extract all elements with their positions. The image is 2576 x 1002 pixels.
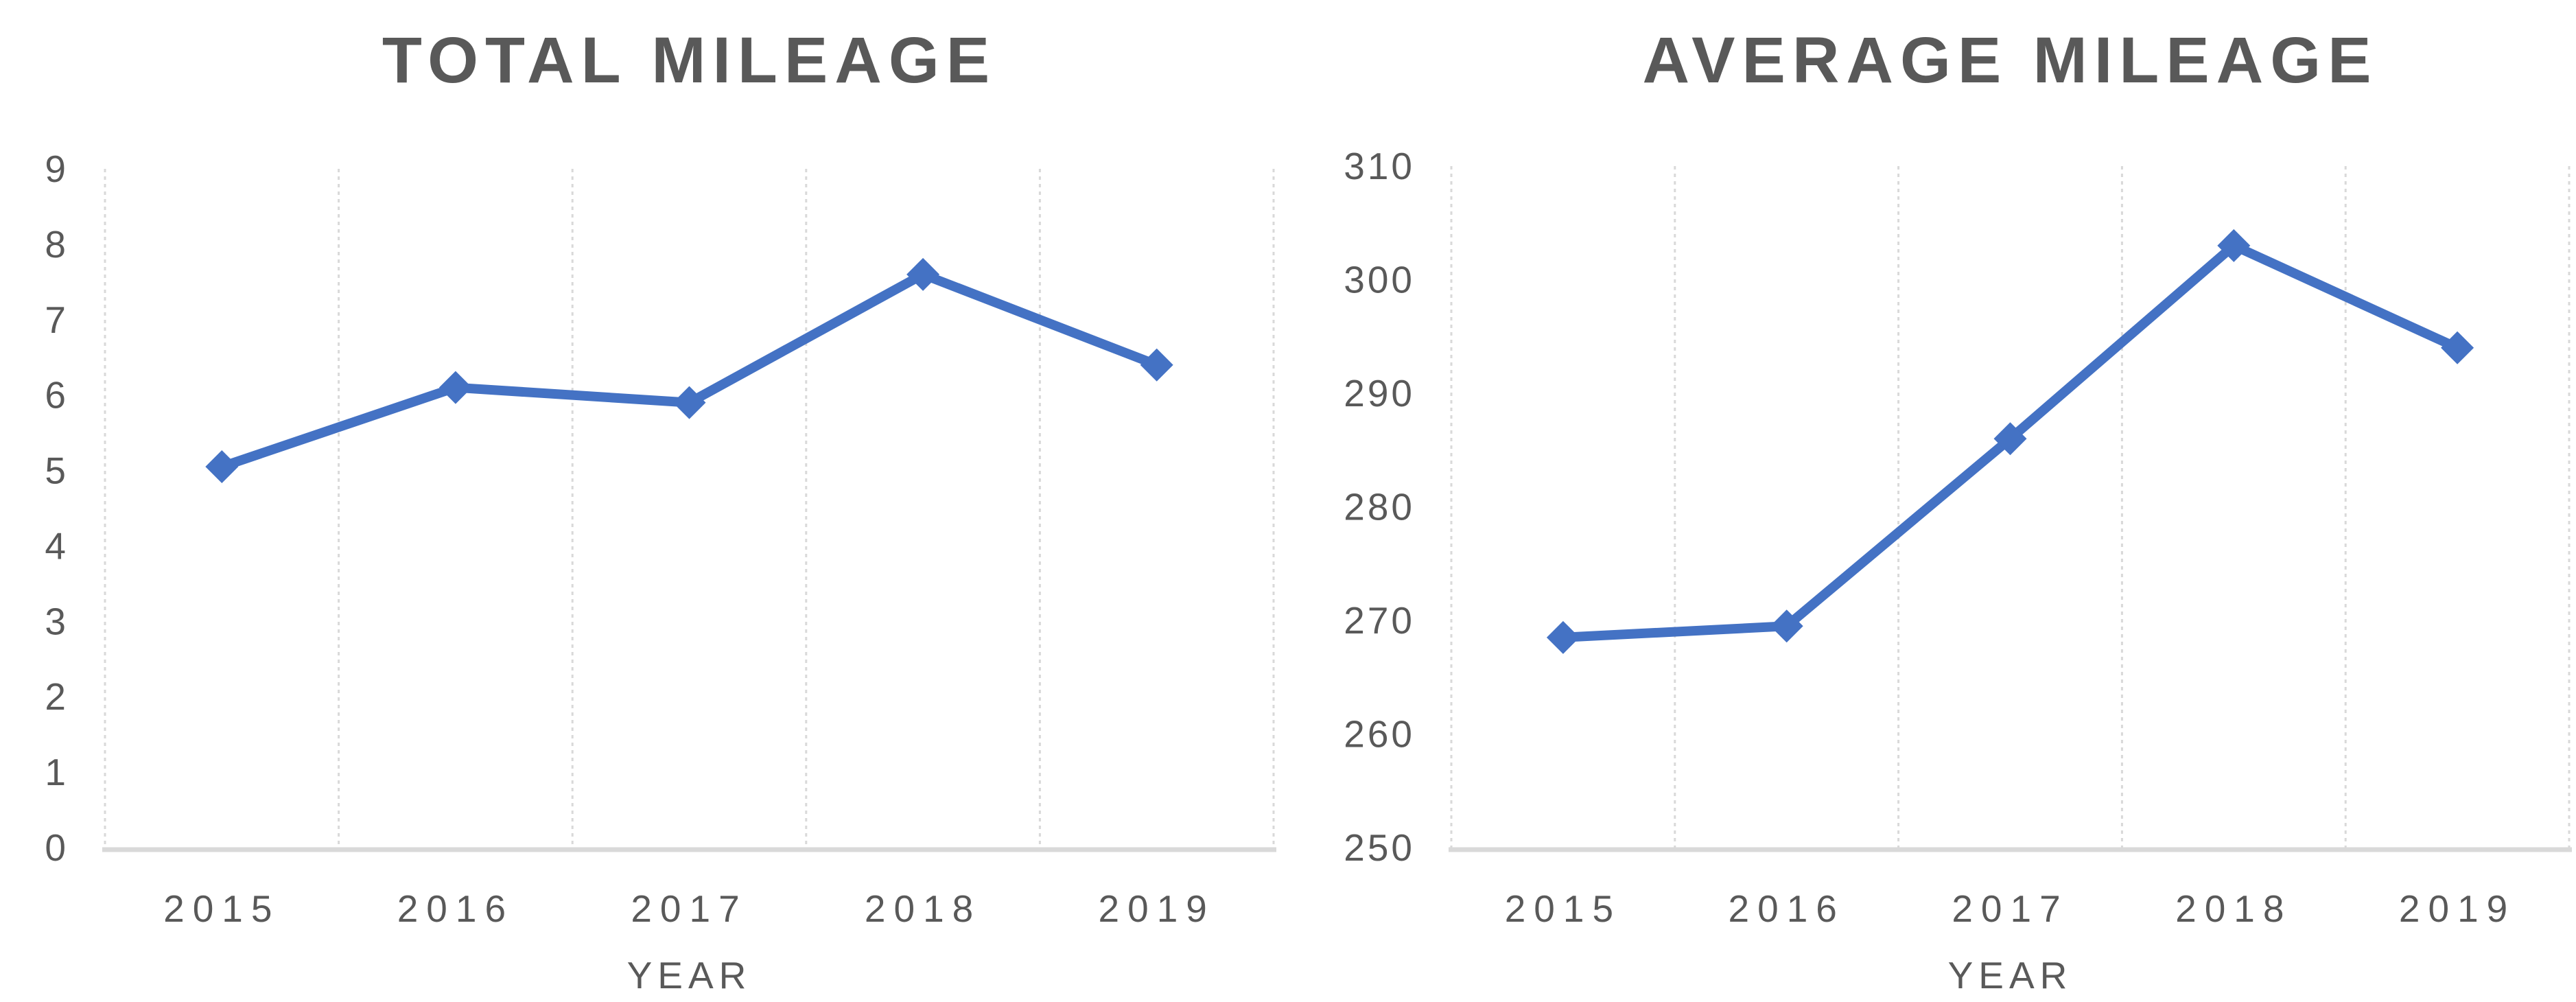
average-mileage-panel: AVERAGE MILEAGE 250 260 270 280 290 300 310 201… (1288, 0, 2576, 1002)
data-point-marker (672, 386, 706, 419)
y-tick-label: 270 (1344, 599, 1415, 642)
plot-area: 0 1 2 3 4 5 6 7 8 9 2015 2016 2017 2018 2019 (45, 148, 1276, 930)
y-tick-label: 6 (45, 374, 69, 417)
x-axis-title: YEAR (1948, 954, 2073, 997)
x-tick-label: 2017 (1952, 887, 2068, 930)
x-tick-label: 2018 (865, 887, 981, 930)
y-tick-label: 310 (1344, 145, 1415, 187)
data-point-marker (205, 450, 239, 484)
x-tick-label: 2018 (2175, 887, 2292, 930)
y-tick-label: 250 (1344, 826, 1415, 869)
x-tick-label: 2019 (2399, 887, 2516, 930)
data-point-marker (1140, 348, 1173, 382)
data-point-marker (2441, 331, 2474, 364)
y-tick-label: 7 (45, 299, 69, 341)
chart-title: AVERAGE MILEAGE (1643, 24, 2378, 97)
x-tick-label: 2015 (1505, 887, 1621, 930)
data-point-marker (1993, 422, 2027, 456)
data-point-marker (2217, 229, 2251, 262)
plot-area: 250 260 270 280 290 300 310 2015 2016 2017 2018 201… (1344, 145, 2572, 930)
total-mileage-panel: TOTAL MILEAGE 0 1 2 3 4 5 6 7 8 9 2015 2016 2017 2018… (45, 24, 1276, 997)
y-tick-label: 290 (1344, 372, 1415, 415)
y-tick-label: 3 (45, 600, 69, 642)
y-tick-label: 1 (45, 751, 69, 793)
data-point-marker (438, 371, 472, 404)
y-tick-label: 0 (45, 826, 69, 869)
data-line (217, 269, 1162, 472)
x-tick-label: 2019 (1099, 887, 1215, 930)
x-tick-label: 2016 (397, 887, 514, 930)
data-point-marker (906, 257, 940, 291)
y-tick-label: 5 (45, 450, 69, 492)
data-point-marker (1770, 609, 1803, 643)
y-tick-label: 280 (1344, 486, 1415, 528)
x-axis-title: YEAR (627, 954, 752, 997)
y-tick-label: 2 (45, 675, 69, 718)
x-tick-label: 2017 (631, 887, 747, 930)
x-tick-label: 2015 (163, 887, 280, 930)
y-tick-label: 300 (1344, 259, 1415, 301)
average-mileage-line-chart: AVERAGE MILEAGE 250 260 270 280 290 300 310 201… (1344, 24, 2572, 997)
y-tick-label: 9 (45, 148, 69, 190)
x-tick-label: 2016 (1729, 887, 1845, 930)
total-mileage-line-chart: TOTAL MILEAGE 0 1 2 3 4 5 6 7 8 9 2015 2016 2017 2018… (45, 24, 1276, 997)
data-point-marker (1546, 620, 1580, 654)
y-tick-label: 4 (45, 524, 69, 567)
y-tick-label: 8 (45, 223, 69, 266)
chart-title: TOTAL MILEAGE (382, 24, 996, 97)
y-tick-label: 260 (1344, 713, 1415, 756)
